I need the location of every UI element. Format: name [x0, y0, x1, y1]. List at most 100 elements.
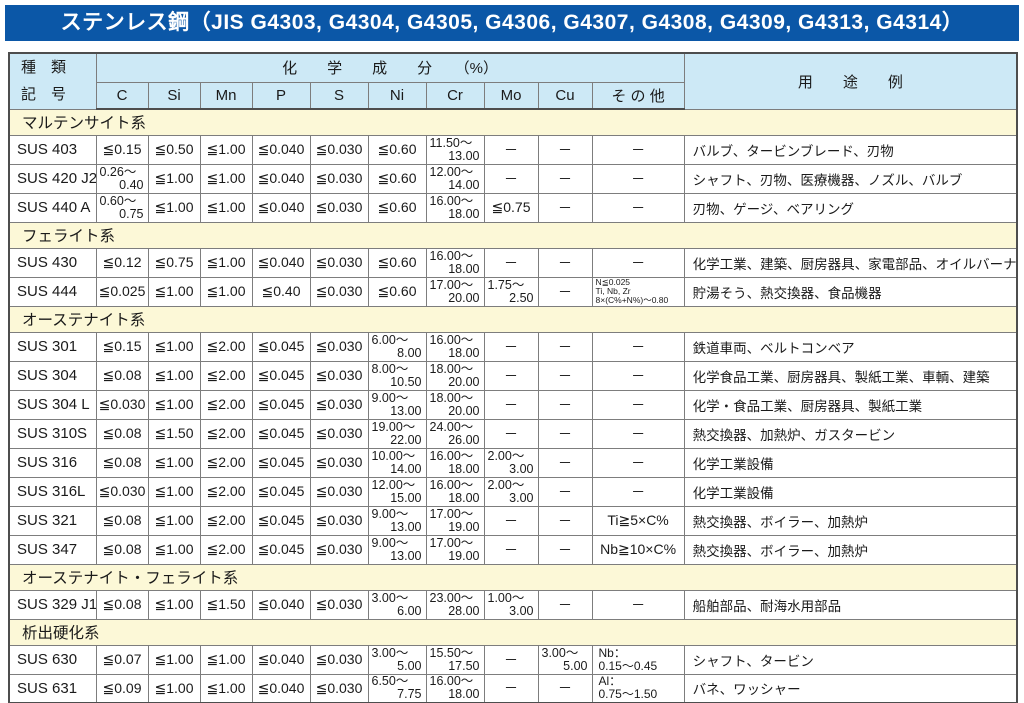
- cell-s: ≦0.030: [309, 134, 369, 165]
- cell-s: ≦0.030: [309, 476, 369, 507]
- cell-mn: ≦1.00: [199, 163, 253, 194]
- cell-si: ≦1.00: [147, 163, 201, 194]
- cell-cr: 16.00～ 18.00: [425, 331, 485, 362]
- cell-cu: －: [537, 476, 593, 507]
- grade-cell: SUS 630: [8, 644, 97, 675]
- usage-cell: 貯湯そう、熱交換器、食品機器: [683, 276, 1018, 307]
- cell-si: ≦1.00: [147, 447, 201, 478]
- cell-si: ≦1.00: [147, 589, 201, 620]
- cell-p: ≦0.045: [251, 331, 311, 362]
- usage-cell: 熱交換器、加熱炉、ガスタービン: [683, 418, 1018, 449]
- cell-ni: ≦0.60: [367, 134, 427, 165]
- grade-cell: SUS 420 J2: [8, 163, 97, 194]
- cell-mo: －: [483, 247, 539, 278]
- table-header: 種 類 記 号 化 学 成 分 （%） 用 途 例 C Si Mn P S Ni…: [8, 52, 1018, 110]
- grade-cell: SUS 316L: [8, 476, 97, 507]
- section-row: 析出硬化系: [8, 618, 1018, 646]
- section-row: オーステナイト・フェライト系: [8, 563, 1018, 591]
- cell-cr: 17.00～ 20.00: [425, 276, 485, 307]
- cell-mn: ≦2.00: [199, 360, 253, 391]
- cell-mo: －: [483, 418, 539, 449]
- cell-si: ≦1.00: [147, 389, 201, 420]
- cell-p: ≦0.040: [251, 163, 311, 194]
- usage-cell: バルブ、タービンブレード、刃物: [683, 134, 1018, 165]
- cell-ni: 6.50～ 7.75: [367, 673, 427, 703]
- cell-other: －: [591, 389, 685, 420]
- section-row: マルテンサイト系: [8, 108, 1018, 136]
- cell-p: ≦0.045: [251, 505, 311, 536]
- cell-c: ≦0.09: [95, 673, 149, 703]
- cell-ni: ≦0.60: [367, 276, 427, 307]
- table-row: SUS 310S ≦0.08 ≦1.50 ≦2.00 ≦0.045 ≦0.030 19.00…: [8, 418, 1018, 449]
- cell-c: ≦0.08: [95, 589, 149, 620]
- cell-si: ≦1.00: [147, 476, 201, 507]
- table-row: SUS 316L ≦0.030 ≦1.00 ≦2.00 ≦0.045 ≦0.030 12.0…: [8, 476, 1018, 507]
- cell-mo: 2.00～ 3.00: [483, 447, 539, 478]
- usage-cell: 化学工業設備: [683, 447, 1018, 478]
- cell-mn: ≦2.00: [199, 389, 253, 420]
- cell-c: ≦0.08: [95, 418, 149, 449]
- cell-ni: 3.00～ 5.00: [367, 644, 427, 675]
- cell-c: ≦0.08: [95, 360, 149, 391]
- table-row: SUS 430 ≦0.12 ≦0.75 ≦1.00 ≦0.040 ≦0.030 ≦0.60 1…: [8, 247, 1018, 278]
- col-header-ni: Ni: [367, 81, 427, 110]
- table-row: SUS 347 ≦0.08 ≦1.00 ≦2.00 ≦0.045 ≦0.030 9.00～ 1…: [8, 534, 1018, 565]
- usage-cell: 化学食品工業、厨房器具、製紙工業、車輌、建築: [683, 360, 1018, 391]
- cell-mo: 1.75～ 2.50: [483, 276, 539, 307]
- cell-p: ≦0.045: [251, 360, 311, 391]
- usage-cell: 化学・食品工業、厨房器具、製紙工業: [683, 389, 1018, 420]
- cell-mo: ≦0.75: [483, 192, 539, 223]
- cell-mo: 2.00～ 3.00: [483, 476, 539, 507]
- cell-c: ≦0.025: [95, 276, 149, 307]
- cell-ni: 19.00～ 22.00: [367, 418, 427, 449]
- cell-si: ≦1.00: [147, 534, 201, 565]
- cell-s: ≦0.030: [309, 589, 369, 620]
- cell-si: ≦1.50: [147, 418, 201, 449]
- col-header-other: そ の 他: [591, 81, 685, 110]
- cell-mn: ≦2.00: [199, 476, 253, 507]
- cell-ni: ≦0.60: [367, 163, 427, 194]
- cell-ni: 10.00～ 14.00: [367, 447, 427, 478]
- table-row: SUS 301 ≦0.15 ≦1.00 ≦2.00 ≦0.045 ≦0.030 6.00～ 8…: [8, 331, 1018, 362]
- cell-mo: －: [483, 389, 539, 420]
- col-header-usage: 用 途 例: [683, 52, 1018, 110]
- cell-other: －: [591, 134, 685, 165]
- cell-p: ≦0.040: [251, 589, 311, 620]
- cell-mn: ≦2.00: [199, 447, 253, 478]
- cell-p: ≦0.045: [251, 447, 311, 478]
- usage-cell: シャフト、タービン: [683, 644, 1018, 675]
- cell-cr: 16.00～ 18.00: [425, 247, 485, 278]
- cell-mn: ≦1.00: [199, 247, 253, 278]
- cell-p: ≦0.040: [251, 673, 311, 703]
- cell-other: －: [591, 418, 685, 449]
- cell-mn: ≦2.00: [199, 418, 253, 449]
- cell-mn: ≦1.00: [199, 644, 253, 675]
- cell-c: ≦0.15: [95, 331, 149, 362]
- cell-mo: －: [483, 163, 539, 194]
- usage-cell: 船舶部品、耐海水用部品: [683, 589, 1018, 620]
- cell-cr: 12.00～ 14.00: [425, 163, 485, 194]
- cell-si: ≦1.00: [147, 192, 201, 223]
- cell-si: ≦1.00: [147, 331, 201, 362]
- cell-p: ≦0.045: [251, 534, 311, 565]
- cell-mn: ≦1.00: [199, 276, 253, 307]
- cell-c: ≦0.08: [95, 447, 149, 478]
- usage-cell: 刃物、ゲージ、ベアリング: [683, 192, 1018, 223]
- cell-c: 0.60～ 0.75: [95, 192, 149, 223]
- cell-cu: －: [537, 589, 593, 620]
- cell-cu: －: [537, 360, 593, 391]
- cell-other: －: [591, 476, 685, 507]
- cell-p: ≦0.040: [251, 247, 311, 278]
- cell-p: ≦0.045: [251, 476, 311, 507]
- table-row: SUS 630 ≦0.07 ≦1.00 ≦1.00 ≦0.040 ≦0.030 3.00～ 5…: [8, 644, 1018, 675]
- usage-cell: 熱交換器、ボイラー、加熱炉: [683, 534, 1018, 565]
- cell-cr: 18.00～ 20.00: [425, 389, 485, 420]
- cell-other: －: [591, 447, 685, 478]
- cell-s: ≦0.030: [309, 163, 369, 194]
- table-body: マルテンサイト系 SUS 403 ≦0.15 ≦0.50 ≦1.00 ≦0.040 ≦0.0…: [8, 108, 1018, 703]
- cell-ni: ≦0.60: [367, 247, 427, 278]
- cell-cu: －: [537, 534, 593, 565]
- cell-cu: 3.00～ 5.00: [537, 644, 593, 675]
- cell-c: ≦0.08: [95, 534, 149, 565]
